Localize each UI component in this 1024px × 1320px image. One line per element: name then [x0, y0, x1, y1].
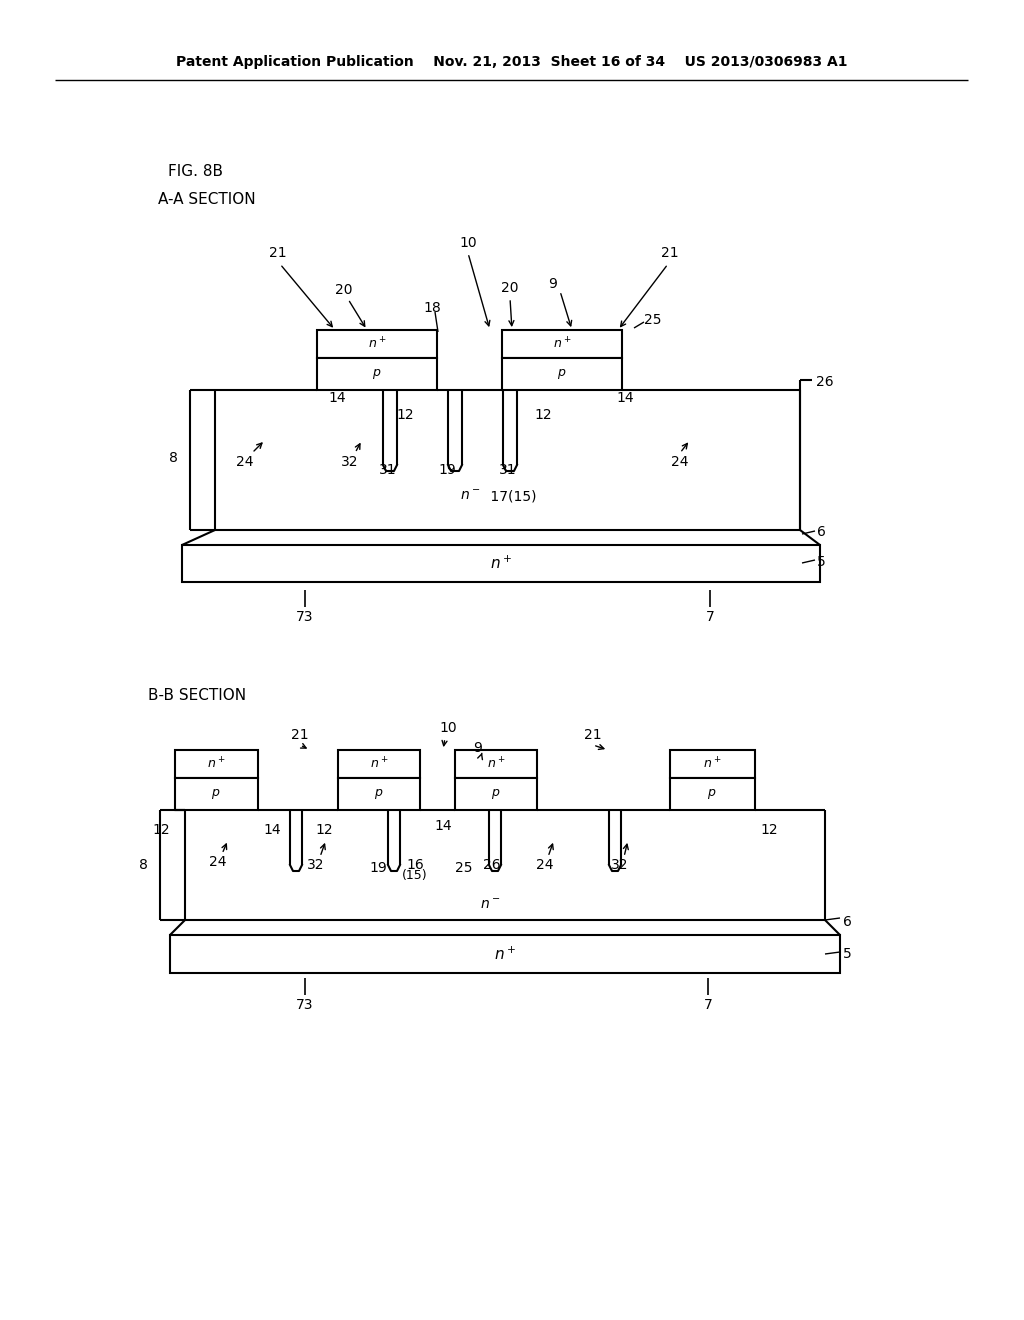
Text: 10: 10 — [459, 236, 477, 249]
Bar — [455, 750, 537, 777]
Text: $p$: $p$ — [557, 367, 566, 381]
Text: 6: 6 — [817, 525, 826, 539]
Text: $n^-$: $n^-$ — [460, 488, 480, 503]
Text: 18: 18 — [423, 301, 441, 315]
Text: 21: 21 — [291, 729, 309, 742]
Text: A-A SECTION: A-A SECTION — [158, 193, 256, 207]
Text: 32: 32 — [611, 858, 629, 873]
Text: $p$: $p$ — [492, 787, 501, 801]
Text: 32: 32 — [307, 858, 325, 873]
Text: $p$: $p$ — [708, 787, 717, 801]
Bar — [182, 545, 820, 582]
Text: 26: 26 — [483, 858, 501, 873]
Text: 25: 25 — [644, 313, 662, 327]
Text: $n^+$: $n^+$ — [489, 554, 512, 572]
Text: 12: 12 — [396, 408, 414, 422]
Text: 5: 5 — [817, 554, 825, 569]
Text: 12: 12 — [760, 822, 777, 837]
Text: $n^+$: $n^+$ — [553, 337, 571, 351]
Bar — [175, 777, 258, 810]
Text: 21: 21 — [662, 246, 679, 260]
Bar — [338, 777, 420, 810]
Text: Patent Application Publication    Nov. 21, 2013  Sheet 16 of 34    US 2013/03069: Patent Application Publication Nov. 21, … — [176, 55, 848, 69]
Text: $n^+$: $n^+$ — [486, 756, 505, 772]
Text: 9: 9 — [549, 277, 557, 290]
Text: 12: 12 — [153, 822, 170, 837]
Text: 24: 24 — [672, 455, 689, 469]
Bar — [175, 750, 258, 777]
Text: 20: 20 — [335, 282, 352, 297]
Text: 73: 73 — [296, 998, 313, 1012]
Bar — [670, 777, 755, 810]
Text: 14: 14 — [328, 391, 346, 405]
Text: 14: 14 — [263, 822, 281, 837]
Text: 24: 24 — [537, 858, 554, 873]
Text: 14: 14 — [616, 391, 634, 405]
Text: 21: 21 — [584, 729, 602, 742]
Text: $n^+$: $n^+$ — [207, 756, 225, 772]
Text: 19: 19 — [438, 463, 456, 477]
Text: $p$: $p$ — [373, 367, 382, 381]
Text: $n^+$: $n^+$ — [702, 756, 721, 772]
Text: 14: 14 — [434, 818, 452, 833]
Text: 26: 26 — [816, 375, 834, 389]
Text: 7: 7 — [703, 998, 713, 1012]
Bar — [170, 935, 840, 973]
Text: 31: 31 — [499, 463, 517, 477]
Text: $n^-$: $n^-$ — [480, 898, 501, 912]
Text: 20: 20 — [502, 281, 519, 294]
Text: 8: 8 — [139, 858, 148, 873]
Text: $n^+$: $n^+$ — [368, 337, 386, 351]
Text: 9: 9 — [473, 741, 482, 755]
Bar — [317, 358, 437, 389]
Text: 31: 31 — [379, 463, 397, 477]
Text: (15): (15) — [402, 870, 428, 883]
Text: $n^+$: $n^+$ — [370, 756, 388, 772]
Text: B-B SECTION: B-B SECTION — [148, 688, 246, 702]
Text: 12: 12 — [535, 408, 552, 422]
Text: 12: 12 — [315, 822, 333, 837]
Bar — [338, 750, 420, 777]
Text: 24: 24 — [209, 855, 226, 869]
Bar — [670, 750, 755, 777]
Text: 19: 19 — [369, 861, 387, 875]
Text: 32: 32 — [341, 455, 358, 469]
Text: 8: 8 — [169, 451, 178, 465]
Bar — [317, 330, 437, 358]
Text: $p$: $p$ — [211, 787, 221, 801]
Text: 17(15): 17(15) — [486, 488, 537, 503]
Bar — [502, 330, 622, 358]
Text: 73: 73 — [296, 610, 313, 624]
Text: 10: 10 — [439, 721, 457, 735]
Text: 5: 5 — [843, 946, 852, 961]
Text: FIG. 8B: FIG. 8B — [168, 165, 223, 180]
Text: $n^+$: $n^+$ — [494, 945, 516, 962]
Text: 24: 24 — [237, 455, 254, 469]
Text: $p$: $p$ — [375, 787, 384, 801]
Text: 21: 21 — [269, 246, 287, 260]
Bar — [455, 777, 537, 810]
Bar — [502, 358, 622, 389]
Text: 25: 25 — [456, 861, 473, 875]
Text: 6: 6 — [843, 915, 852, 929]
Text: 16: 16 — [407, 858, 424, 873]
Text: 7: 7 — [706, 610, 715, 624]
